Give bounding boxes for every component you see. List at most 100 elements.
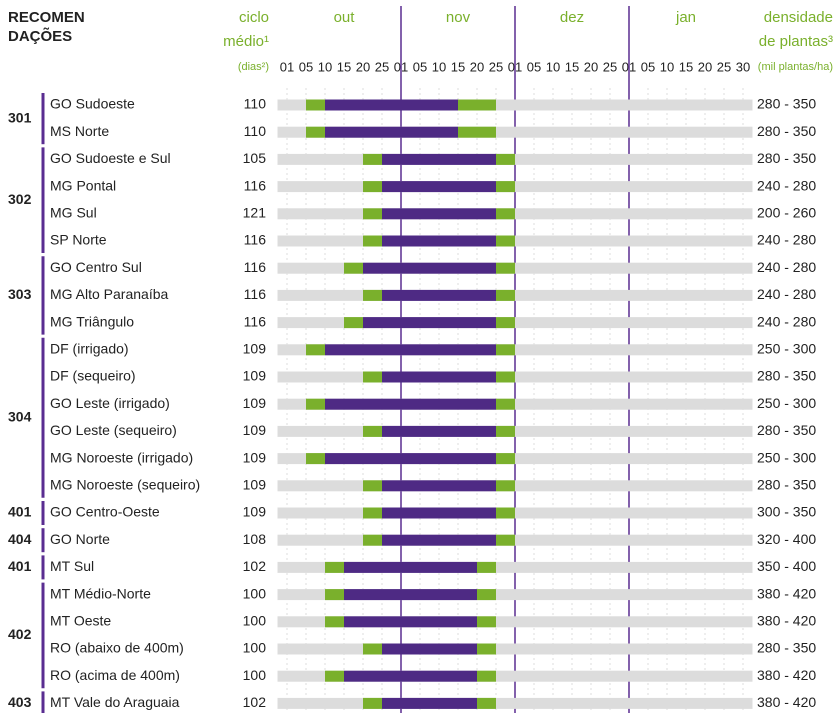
- window-early: [344, 317, 363, 329]
- region-name: GO Sudoeste: [50, 96, 135, 112]
- x-tick-label: 25: [717, 59, 731, 74]
- density-value: 320 - 400: [757, 531, 816, 547]
- window-early: [363, 153, 382, 165]
- track: [277, 99, 753, 111]
- window-late: [477, 670, 496, 682]
- window-core: [382, 697, 477, 709]
- x-tick-label: 25: [375, 59, 389, 74]
- x-tick-label: 05: [299, 59, 313, 74]
- track: [277, 561, 753, 573]
- cycle-value: 121: [243, 205, 267, 221]
- density-value: 250 - 300: [757, 449, 816, 465]
- x-tick-label: 25: [489, 59, 503, 74]
- density-value: 280 - 350: [757, 368, 816, 384]
- window-early: [363, 181, 382, 193]
- window-late: [496, 235, 515, 247]
- month-label: out: [334, 9, 356, 26]
- header-title: DAÇÕES: [8, 27, 72, 45]
- group-code: 302: [8, 191, 32, 207]
- window-core: [382, 153, 496, 165]
- header-cycle: ciclo: [239, 9, 269, 26]
- window-early: [344, 262, 363, 274]
- cycle-value: 100: [243, 667, 267, 683]
- density-value: 380 - 420: [757, 613, 816, 629]
- region-name: GO Leste (sequeiro): [50, 422, 177, 438]
- x-tick-label: 20: [470, 59, 484, 74]
- x-tick-label: 05: [413, 59, 427, 74]
- density-value: 240 - 280: [757, 286, 816, 302]
- region-name: GO Norte: [50, 531, 110, 547]
- window-core: [382, 534, 496, 546]
- window-late: [496, 181, 515, 193]
- region-name: MT Vale do Araguaia: [50, 694, 180, 710]
- window-early: [363, 480, 382, 492]
- cycle-value: 116: [244, 259, 267, 275]
- track: [277, 126, 753, 138]
- header-density: de plantas³: [759, 33, 833, 50]
- density-value: 240 - 280: [757, 313, 816, 329]
- window-late: [477, 697, 496, 709]
- window-early: [325, 616, 344, 628]
- region-name: MT Sul: [50, 558, 94, 574]
- window-core: [325, 126, 458, 138]
- density-value: 250 - 300: [757, 341, 816, 357]
- window-core: [363, 317, 496, 329]
- region-name: MG Sul: [50, 205, 97, 221]
- group-code: 402: [8, 626, 32, 642]
- density-value: 380 - 420: [757, 667, 816, 683]
- track: [277, 670, 753, 682]
- window-core: [382, 643, 477, 655]
- x-tick-label: 10: [660, 59, 674, 74]
- group-code: 303: [8, 286, 32, 302]
- cycle-value: 109: [243, 422, 267, 438]
- window-early: [363, 507, 382, 519]
- x-tick-label: 15: [337, 59, 351, 74]
- window-core: [382, 425, 496, 437]
- window-core: [382, 235, 496, 247]
- group-code: 401: [8, 558, 32, 574]
- density-value: 380 - 420: [757, 694, 816, 710]
- window-core: [382, 208, 496, 220]
- x-tick-label: 20: [584, 59, 598, 74]
- cycle-value: 116: [244, 286, 267, 302]
- month-label: dez: [560, 9, 584, 26]
- x-tick-label: 15: [565, 59, 579, 74]
- density-value: 240 - 280: [757, 232, 816, 248]
- cycle-value: 109: [243, 449, 267, 465]
- window-core: [382, 181, 496, 193]
- x-tick-label: 15: [679, 59, 693, 74]
- region-name: RO (abaixo de 400m): [50, 640, 184, 656]
- x-tick-label: 05: [527, 59, 541, 74]
- header-title: RECOMEN: [8, 9, 85, 26]
- cycle-value: 109: [243, 368, 267, 384]
- window-core: [325, 453, 496, 465]
- cycle-value: 116: [244, 232, 267, 248]
- cycle-value: 109: [243, 395, 267, 411]
- window-late: [477, 616, 496, 628]
- density-value: 300 - 350: [757, 504, 816, 520]
- window-early: [363, 208, 382, 220]
- window-early: [363, 643, 382, 655]
- cycle-value: 110: [244, 123, 267, 139]
- window-late: [496, 398, 515, 410]
- cycle-value: 100: [243, 585, 267, 601]
- window-late: [477, 589, 496, 601]
- cycle-value: 116: [244, 313, 267, 329]
- track: [277, 643, 753, 655]
- cycle-value: 100: [243, 613, 267, 629]
- track: [277, 616, 753, 628]
- window-core: [382, 507, 496, 519]
- window-late: [496, 262, 515, 274]
- x-tick-label: 20: [698, 59, 712, 74]
- cycle-value: 100: [243, 640, 267, 656]
- cycle-value: 105: [243, 150, 267, 166]
- header-density: densidade: [764, 9, 833, 26]
- window-late: [496, 344, 515, 356]
- window-late: [496, 208, 515, 220]
- density-value: 280 - 350: [757, 150, 816, 166]
- window-early: [325, 589, 344, 601]
- region-name: MG Noroeste (sequeiro): [50, 477, 200, 493]
- cycle-value: 108: [243, 531, 267, 547]
- group-code: 404: [8, 531, 32, 547]
- window-early: [363, 425, 382, 437]
